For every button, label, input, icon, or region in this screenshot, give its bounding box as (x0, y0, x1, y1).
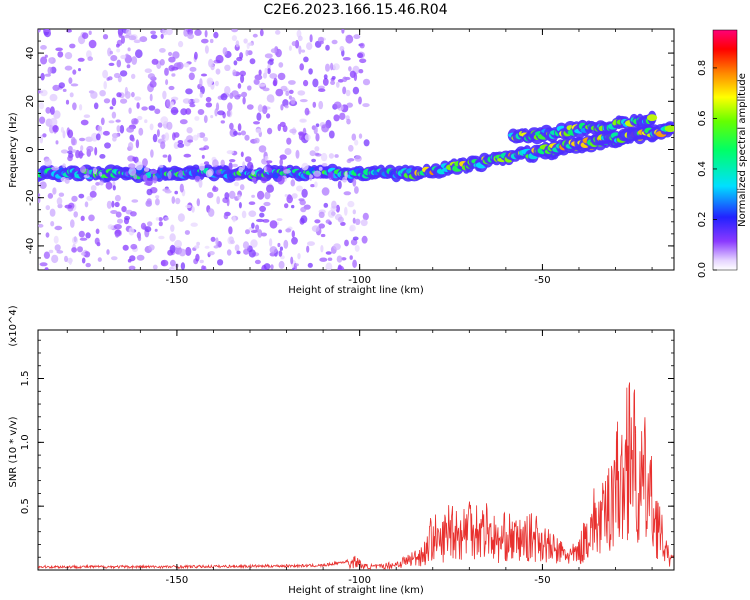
snr-frame (37, 329, 675, 571)
spectrogram-x-tick-label: -50 (534, 275, 550, 286)
spectrogram-feature-3 (535, 122, 674, 159)
snr-y-axis-label: SNR (10 * v/v) (8, 416, 19, 487)
snr-x-tick-label: -50 (534, 575, 550, 586)
spectrogram-y-tick-label: -40 (25, 238, 36, 254)
colorbar-tick-label: 0.6 (697, 110, 708, 126)
snr-y-tick-label: 0.5 (20, 498, 31, 514)
snr-series-line (38, 382, 674, 570)
spectrogram-x-tick-label: -100 (348, 275, 371, 286)
colorbar-tick-label: 0.0 (697, 262, 708, 278)
spectrogram-y-tick-label: -20 (25, 190, 36, 206)
spectrogram-y-tick-label: 0 (25, 146, 36, 152)
colorbar: 0.0 0.2 0.4 0.6 0.8 Normalized spectral ampl… (697, 29, 748, 278)
colorbar-tick-label: 0.2 (697, 212, 708, 228)
spectrogram-x-axis-label: Height of straight line (km) (288, 285, 424, 296)
colorbar-tick-label: 0.8 (697, 60, 708, 76)
spectrogram-feature-0 (38, 163, 420, 183)
snr-y-tick-label: 1.0 (20, 434, 31, 450)
colorbar-gradient (712, 29, 738, 271)
spectrogram-y-tick-label: 20 (25, 95, 36, 108)
snr-multiplier-label: (x10^4) (8, 305, 19, 346)
spectrogram-feature-4 (38, 29, 371, 270)
snr-x-axis-label: Height of straight line (km) (288, 585, 424, 596)
colorbar-tick-label: 0.4 (697, 161, 708, 177)
snr-y-tick-label: 1.5 (20, 371, 31, 387)
snr-panel: -150 -100 -50 0.5 1.0 1.5 Height of straight … (8, 305, 675, 596)
spectrogram-x-tick-label: -150 (166, 275, 189, 286)
spectrogram-y-tick-label: 40 (25, 47, 36, 60)
spectrogram-y-axis-label: Frequency (Hz) (8, 112, 19, 188)
snr-x-tick-label: -100 (348, 575, 371, 586)
spectrogram-panel: -150 -100 -50 -40 -20 0 20 40 Height of straigh… (8, 28, 675, 296)
chart-title: C2E6.2023.166.15.46.R04 (263, 2, 448, 18)
spectrogram-feature-2 (507, 110, 658, 145)
colorbar-label: Normalized spectral amplitude (737, 73, 748, 227)
snr-x-tick-label: -150 (166, 575, 189, 586)
